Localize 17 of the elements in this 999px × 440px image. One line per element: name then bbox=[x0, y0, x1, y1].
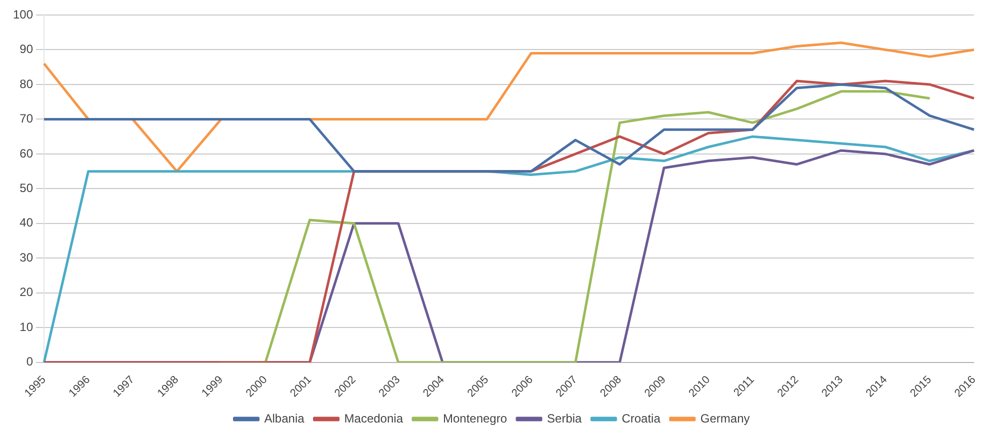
y-tick-label: 100 bbox=[12, 7, 34, 22]
legend-label: Croatia bbox=[622, 411, 661, 426]
y-tick-label: 40 bbox=[20, 216, 34, 230]
y-tick-label: 60 bbox=[20, 146, 34, 160]
legend-label: Germany bbox=[700, 411, 750, 426]
legend-label: Albania bbox=[264, 411, 305, 426]
y-tick-label: 90 bbox=[20, 42, 34, 56]
y-tick-label: 20 bbox=[20, 285, 34, 300]
legend-label: Serbia bbox=[547, 411, 582, 426]
y-tick-label: 10 bbox=[20, 320, 34, 334]
y-tick-label: 50 bbox=[20, 180, 34, 195]
y-tick-label: 80 bbox=[20, 76, 34, 91]
y-tick-label: 30 bbox=[20, 250, 34, 264]
y-tick-label: 70 bbox=[20, 112, 34, 126]
y-tick-label: 0 bbox=[26, 354, 34, 369]
legend-label: Montenegro bbox=[442, 411, 508, 426]
legend-label: Macedonia bbox=[344, 411, 404, 426]
